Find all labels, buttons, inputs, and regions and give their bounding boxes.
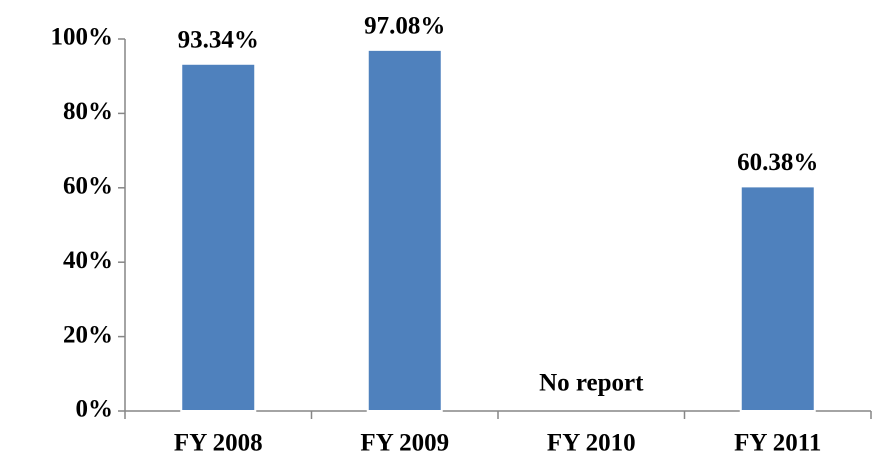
data-label: 93.34%: [178, 27, 259, 54]
x-tick-label: FY 2009: [360, 430, 449, 457]
x-tick-label: FY 2008: [174, 430, 263, 457]
y-tick-label: 40%: [63, 247, 113, 274]
x-tick-label: FY 2010: [547, 430, 636, 457]
bar: [739, 185, 816, 412]
y-tick-label: 60%: [63, 173, 113, 200]
x-tick-label: FY 2011: [734, 430, 821, 457]
data-label: 60.38%: [737, 149, 818, 176]
bar: [366, 48, 443, 413]
y-tick-label: 20%: [63, 321, 113, 348]
y-tick-label: 100%: [51, 24, 114, 51]
data-label: 97.08%: [364, 13, 445, 40]
y-tick-label: 80%: [63, 98, 113, 125]
y-tick-label: 0%: [76, 396, 114, 423]
annotation: No report: [539, 370, 644, 397]
bar: [180, 62, 257, 412]
